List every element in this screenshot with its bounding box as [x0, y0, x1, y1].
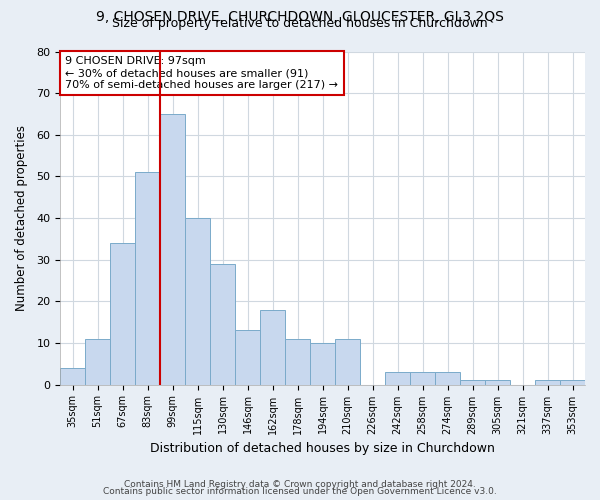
- Y-axis label: Number of detached properties: Number of detached properties: [15, 125, 28, 311]
- Bar: [385, 372, 410, 384]
- X-axis label: Distribution of detached houses by size in Churchdown: Distribution of detached houses by size …: [150, 442, 495, 455]
- Bar: [160, 114, 185, 384]
- Text: Size of property relative to detached houses in Churchdown: Size of property relative to detached ho…: [112, 18, 488, 30]
- Bar: [110, 243, 135, 384]
- Bar: [485, 380, 510, 384]
- Bar: [185, 218, 210, 384]
- Bar: [210, 264, 235, 384]
- Bar: [85, 339, 110, 384]
- Text: Contains public sector information licensed under the Open Government Licence v3: Contains public sector information licen…: [103, 487, 497, 496]
- Bar: [310, 343, 335, 384]
- Text: 9 CHOSEN DRIVE: 97sqm
← 30% of detached houses are smaller (91)
70% of semi-deta: 9 CHOSEN DRIVE: 97sqm ← 30% of detached …: [65, 56, 338, 90]
- Text: 9, CHOSEN DRIVE, CHURCHDOWN, GLOUCESTER, GL3 2QS: 9, CHOSEN DRIVE, CHURCHDOWN, GLOUCESTER,…: [96, 10, 504, 24]
- Bar: [60, 368, 85, 384]
- Bar: [335, 339, 360, 384]
- Bar: [560, 380, 585, 384]
- Bar: [135, 172, 160, 384]
- Bar: [260, 310, 285, 384]
- Bar: [285, 339, 310, 384]
- Text: Contains HM Land Registry data © Crown copyright and database right 2024.: Contains HM Land Registry data © Crown c…: [124, 480, 476, 489]
- Bar: [460, 380, 485, 384]
- Bar: [535, 380, 560, 384]
- Bar: [410, 372, 435, 384]
- Bar: [235, 330, 260, 384]
- Bar: [435, 372, 460, 384]
